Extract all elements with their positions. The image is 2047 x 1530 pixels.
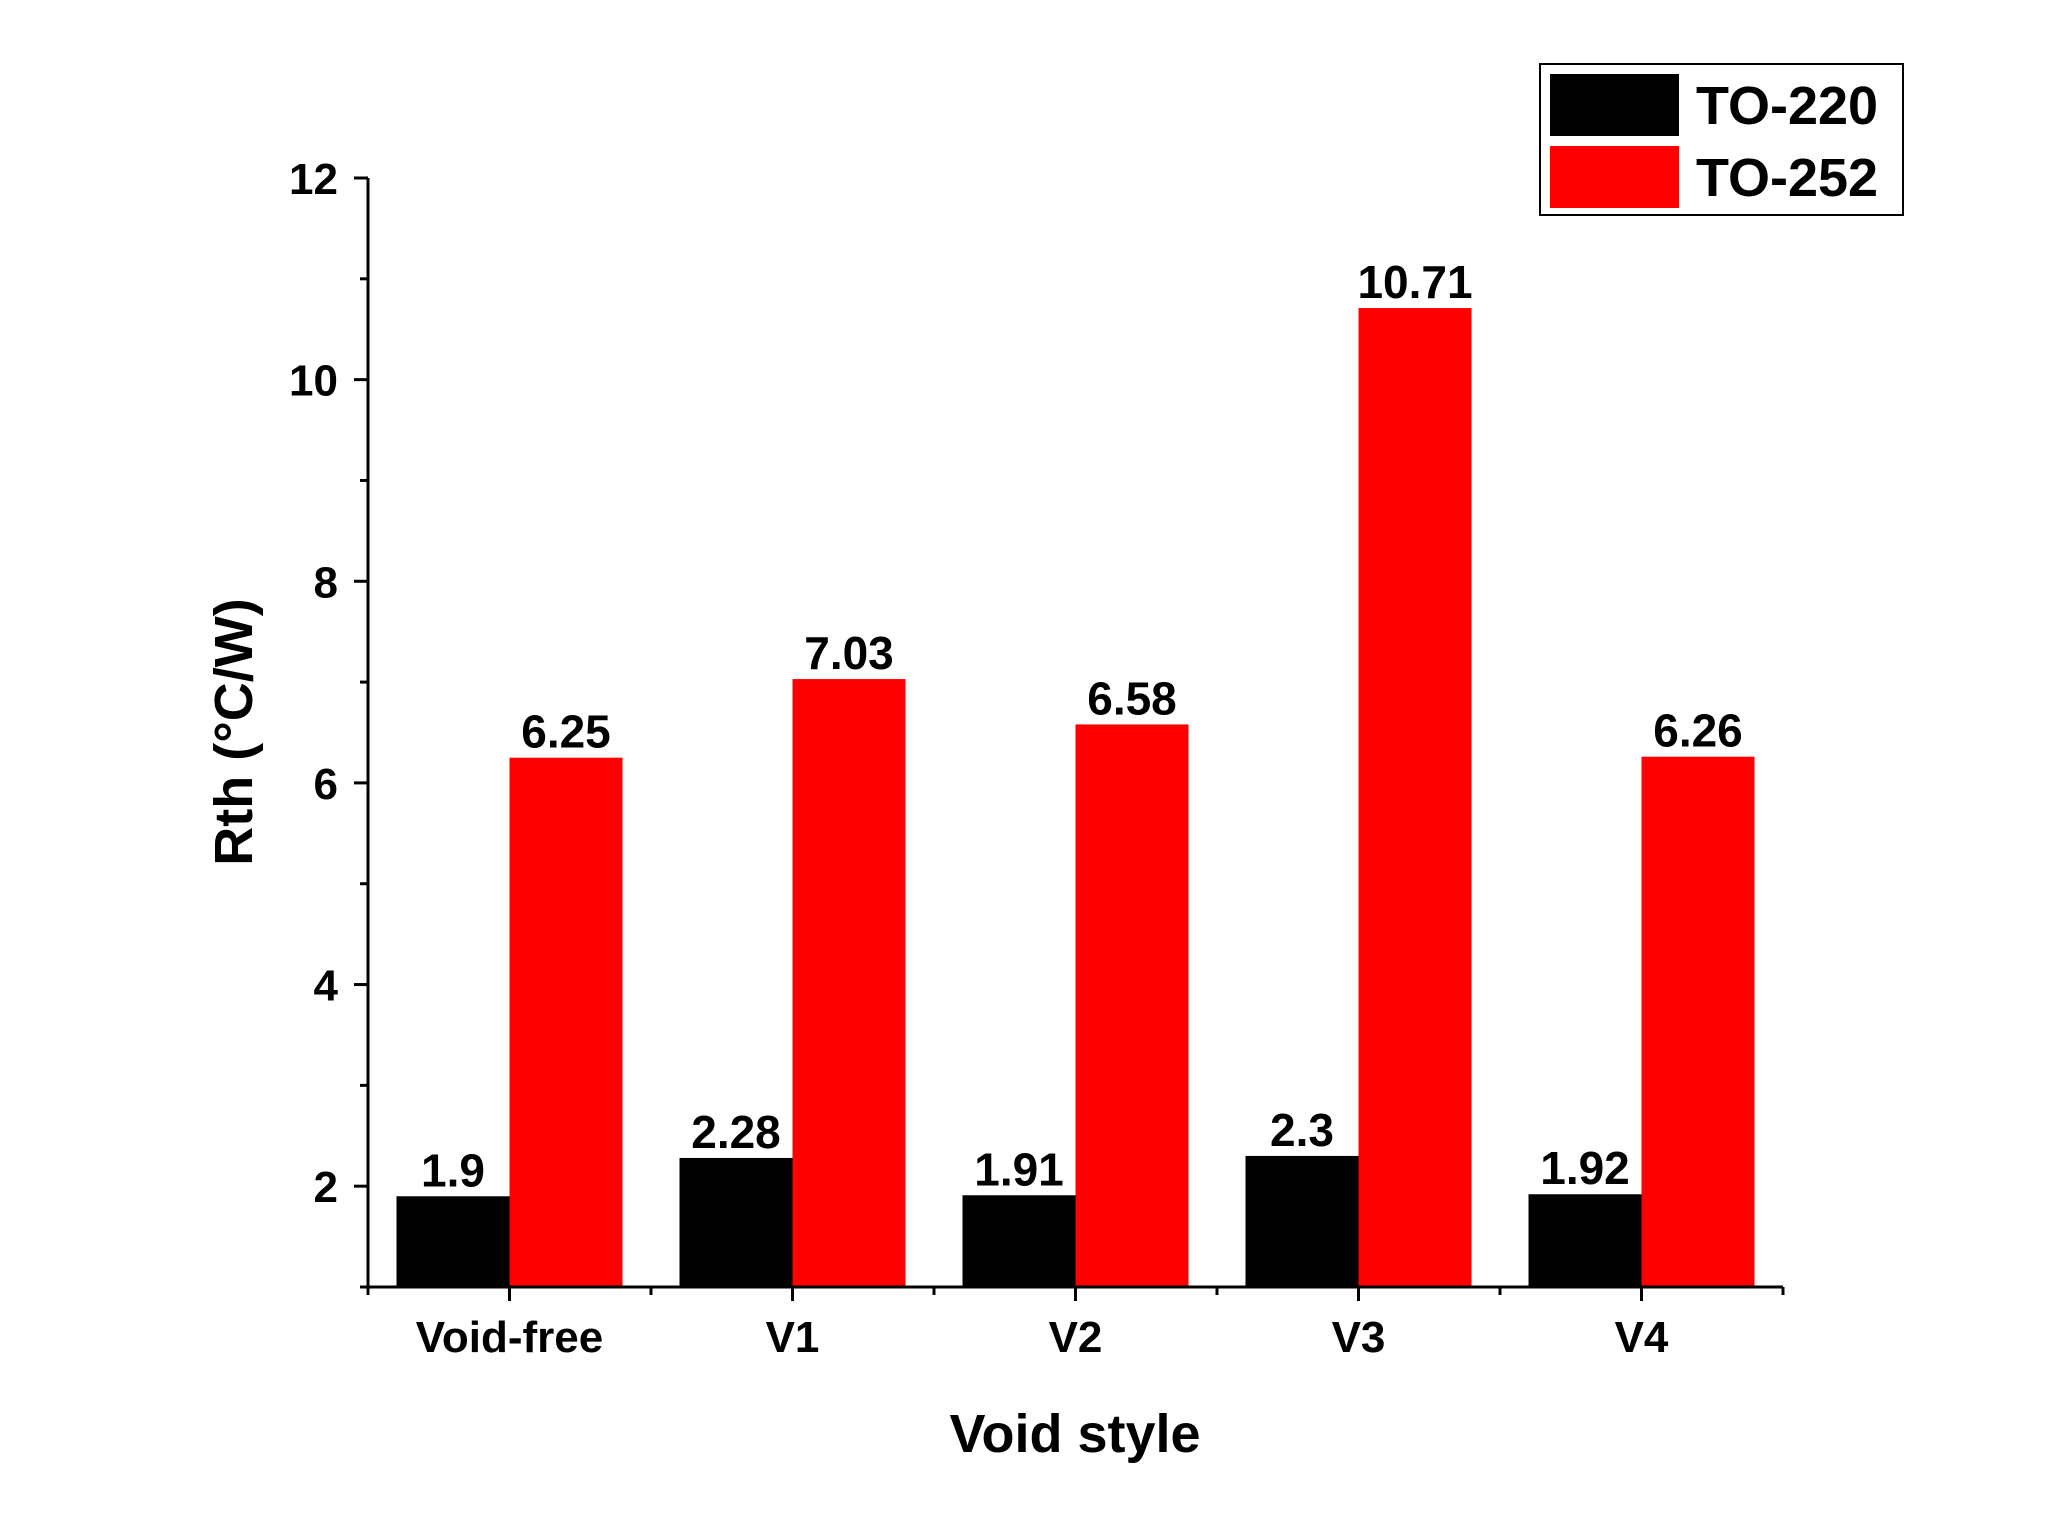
- y-tick-label: 2: [314, 1163, 338, 1212]
- value-label-to-220-v4: 1.92: [1540, 1142, 1630, 1194]
- value-label-to-220-v1: 2.28: [691, 1106, 781, 1158]
- x-tick-label-v1: V1: [766, 1313, 820, 1362]
- x-ticks-layer: Void-free V1 V2 V3 V4: [366, 1287, 1785, 1362]
- bar-to-220-v4: [1528, 1194, 1642, 1287]
- value-label-to-220-v3: 2.3: [1270, 1104, 1334, 1156]
- value-label-to-252-v1: 7.03: [804, 627, 894, 679]
- bar-to-220-v2: [962, 1195, 1076, 1287]
- bar-to-252-v4: [1641, 756, 1755, 1287]
- y-axis-title: Rth (°C/W): [204, 598, 264, 866]
- legend-label-to-252: TO-252: [1696, 148, 1878, 208]
- legend-swatch-to-252: [1550, 146, 1679, 208]
- y-tick-label: 6: [314, 760, 338, 809]
- legend-swatch-to-220: [1550, 74, 1679, 136]
- y-tick-label: 12: [289, 155, 338, 204]
- y-tick-label: 4: [314, 962, 339, 1011]
- x-tick-label-v4: V4: [1615, 1313, 1669, 1362]
- x-tick-label-void-free: Void-free: [416, 1313, 603, 1362]
- bar-to-252-v2: [1075, 724, 1189, 1287]
- bar-to-252-v1: [792, 679, 906, 1287]
- value-label-to-252-v3: 10.71: [1357, 256, 1472, 308]
- x-axis-title: Void style: [949, 1404, 1200, 1464]
- bar-to-220-v3: [1245, 1155, 1359, 1287]
- value-label-to-220-void-free: 1.9: [421, 1144, 485, 1196]
- value-label-to-252-v4: 6.26: [1653, 705, 1743, 757]
- value-label-to-252-void-free: 6.25: [521, 706, 611, 758]
- bars-layer: [396, 308, 1755, 1288]
- value-label-to-220-v2: 1.91: [974, 1143, 1064, 1195]
- bar-to-252-void-free: [509, 757, 623, 1287]
- y-ticks-layer: 2 4 6 8 10 12: [289, 155, 368, 1289]
- y-tick-label: 10: [289, 357, 338, 406]
- value-labels-layer: 1.9 6.25 2.28 7.03 1.91 6.58 2.3 10.71 1.92 6.26: [421, 256, 1743, 1196]
- x-tick-label-v3: V3: [1332, 1313, 1386, 1362]
- bar-to-220-v1: [679, 1157, 793, 1287]
- y-tick-label: 8: [314, 558, 338, 607]
- legend-label-to-220: TO-220: [1696, 76, 1878, 136]
- legend: TO-220 TO-252: [1539, 63, 1904, 216]
- bar-to-220-void-free: [396, 1196, 510, 1287]
- x-tick-label-v2: V2: [1049, 1313, 1103, 1362]
- bar-to-252-v3: [1358, 308, 1472, 1288]
- value-label-to-252-v2: 6.58: [1087, 672, 1177, 724]
